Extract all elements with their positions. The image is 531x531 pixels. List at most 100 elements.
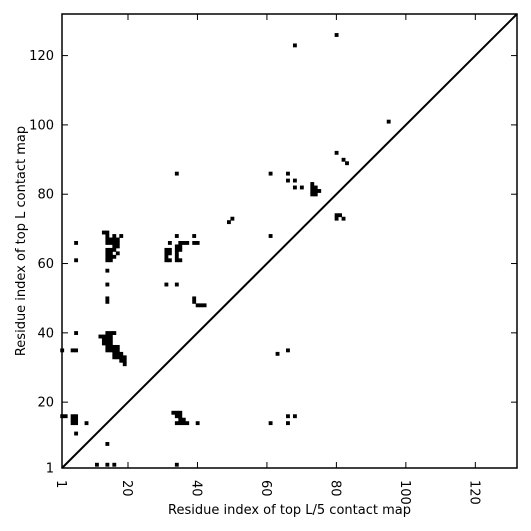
- contact-point: [70, 414, 75, 419]
- contact-point: [341, 157, 346, 162]
- contact-point: [70, 417, 75, 422]
- contact-point: [286, 171, 290, 176]
- contact-point: [226, 220, 231, 225]
- contact-point: [174, 410, 179, 415]
- contact-point: [105, 331, 110, 335]
- contact-point: [108, 258, 113, 263]
- contact-point: [108, 331, 113, 335]
- contact-point: [74, 331, 79, 335]
- contact-point: [174, 244, 179, 249]
- contact-point: [105, 241, 110, 245]
- contact-point: [167, 251, 172, 256]
- contact-point: [74, 431, 79, 436]
- x-tick-label: 60: [258, 480, 273, 497]
- contact-point: [334, 216, 339, 221]
- contact-point: [192, 299, 197, 304]
- contact-point: [292, 43, 297, 48]
- contact-point: [174, 258, 179, 263]
- contact-point: [286, 414, 290, 419]
- contact-point: [167, 258, 172, 263]
- contact-point: [119, 351, 124, 356]
- contact-point: [313, 192, 318, 197]
- contact-point: [108, 247, 113, 252]
- contact-point: [105, 251, 110, 256]
- y-tick-label: 60: [37, 257, 54, 272]
- contact-point: [70, 348, 75, 353]
- contact-point: [299, 185, 304, 190]
- contact-point: [101, 334, 106, 339]
- contact-point: [112, 247, 117, 252]
- contact-point: [108, 348, 113, 353]
- contact-point: [112, 462, 117, 467]
- contact-point: [105, 348, 110, 353]
- contact-point: [310, 192, 315, 197]
- contact-point: [84, 421, 89, 426]
- contact-point: [105, 442, 110, 446]
- contact-point: [122, 362, 127, 367]
- y-tick-label: 100: [29, 118, 54, 133]
- contact-point: [115, 355, 120, 360]
- contact-point: [115, 244, 120, 249]
- contact-point: [230, 216, 235, 221]
- contact-point: [164, 282, 169, 287]
- contact-point: [108, 241, 113, 245]
- contact-point: [105, 296, 110, 301]
- contact-point: [345, 161, 349, 166]
- contact-point: [112, 351, 117, 356]
- contact-point: [192, 241, 197, 245]
- contact-point: [105, 341, 110, 346]
- contact-point: [268, 171, 273, 176]
- contact-point: [178, 410, 183, 415]
- contact-point: [164, 247, 169, 252]
- contact-point: [181, 241, 186, 245]
- contact-point: [119, 234, 124, 238]
- contact-point: [174, 247, 179, 252]
- contact-point: [105, 247, 110, 252]
- contact-point: [105, 282, 110, 287]
- contact-point: [286, 178, 290, 183]
- contact-point: [202, 303, 207, 308]
- contact-point: [310, 182, 315, 186]
- contact-point: [195, 241, 200, 245]
- x-axis-title: Residue index of top L/5 contact map: [168, 503, 411, 518]
- contact-point: [108, 341, 113, 346]
- contact-point: [334, 33, 339, 37]
- x-tick-label: 120: [466, 480, 481, 505]
- contact-point: [105, 344, 110, 349]
- contact-point: [275, 351, 280, 356]
- contact-point: [115, 237, 120, 242]
- contact-point: [181, 417, 186, 422]
- contact-point: [74, 241, 79, 245]
- contact-point: [112, 244, 117, 249]
- contact-point: [317, 189, 322, 193]
- contact-point: [115, 344, 120, 349]
- contact-point: [108, 251, 113, 256]
- contact-point: [95, 462, 99, 467]
- contact-point: [178, 421, 183, 426]
- contact-point: [74, 414, 79, 419]
- contact-point: [292, 414, 297, 419]
- contact-point: [164, 251, 169, 256]
- x-tick-label: 20: [119, 480, 134, 497]
- contact-point: [101, 230, 106, 235]
- contact-point: [185, 241, 190, 245]
- contact-point: [74, 258, 79, 263]
- y-tick-label: 80: [37, 188, 54, 203]
- contact-point: [286, 421, 290, 426]
- contact-point: [119, 358, 124, 363]
- contact-point: [338, 213, 342, 218]
- contact-point: [108, 334, 113, 339]
- contact-point: [174, 462, 179, 467]
- contact-point: [178, 244, 183, 249]
- contact-point: [112, 344, 117, 349]
- contact-point: [105, 230, 110, 235]
- contact-point: [167, 241, 172, 245]
- contact-point: [112, 331, 117, 335]
- contact-point: [334, 150, 339, 155]
- y-axis-title: Residue index of top L contact map: [14, 126, 29, 356]
- contact-point: [268, 421, 273, 426]
- contact-point: [101, 341, 106, 346]
- contact-point: [174, 251, 179, 256]
- contact-point: [105, 237, 110, 242]
